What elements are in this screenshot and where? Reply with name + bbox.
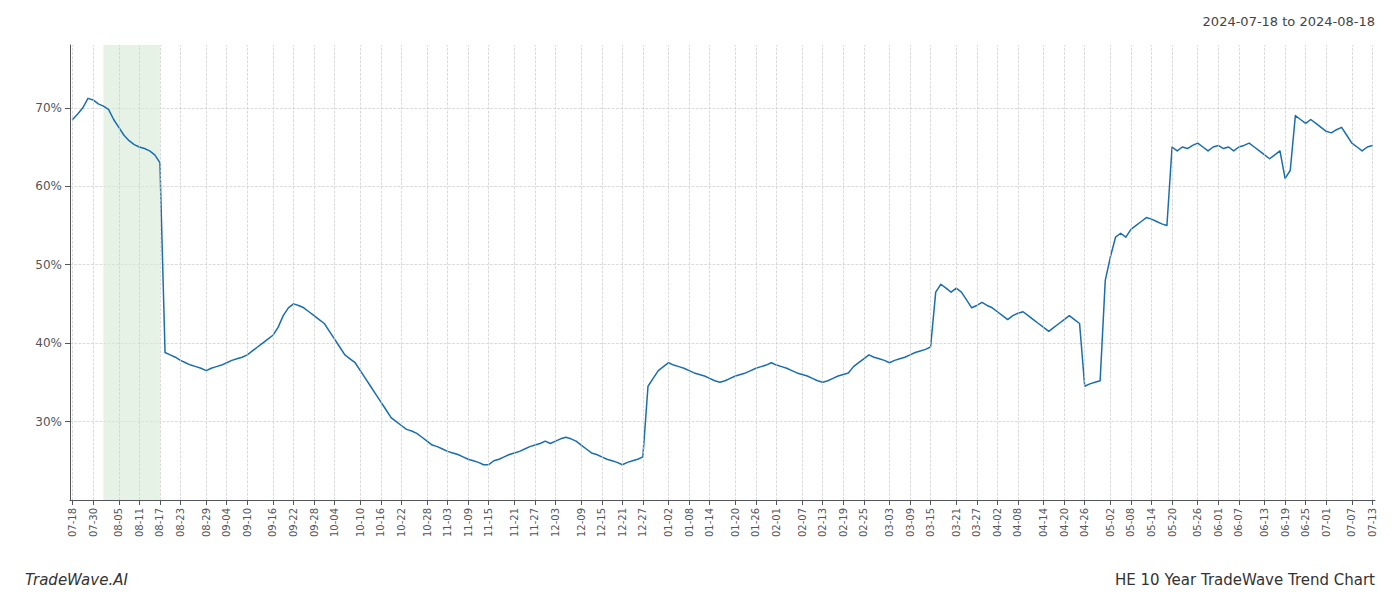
svg-text:10-28: 10-28	[422, 508, 433, 537]
svg-text:08-05: 08-05	[113, 508, 124, 537]
svg-text:03-09: 03-09	[905, 508, 916, 537]
svg-text:05-08: 05-08	[1125, 508, 1136, 537]
svg-text:01-02: 01-02	[663, 508, 674, 537]
svg-text:10-04: 10-04	[329, 508, 340, 537]
svg-text:07-30: 07-30	[88, 508, 99, 537]
svg-text:11-09: 11-09	[463, 508, 474, 537]
svg-text:07-01: 07-01	[1321, 508, 1332, 537]
svg-text:02-07: 02-07	[797, 508, 808, 537]
svg-text:08-23: 08-23	[175, 508, 186, 537]
svg-text:02-25: 02-25	[858, 508, 869, 537]
svg-text:50%: 50%	[35, 258, 62, 272]
svg-text:02-01: 02-01	[771, 508, 782, 537]
svg-text:06-19: 06-19	[1280, 508, 1291, 537]
svg-text:09-04: 09-04	[221, 508, 232, 537]
svg-text:70%: 70%	[35, 101, 62, 115]
svg-text:07-18: 07-18	[67, 508, 78, 537]
svg-text:40%: 40%	[35, 336, 62, 350]
svg-text:04-20: 04-20	[1059, 508, 1070, 537]
svg-text:11-03: 11-03	[442, 508, 453, 537]
svg-text:03-21: 03-21	[951, 508, 962, 537]
svg-text:11-21: 11-21	[509, 508, 520, 537]
svg-text:08-11: 08-11	[134, 508, 145, 537]
svg-text:01-08: 01-08	[684, 508, 695, 537]
svg-text:09-28: 09-28	[309, 508, 320, 537]
svg-text:01-20: 01-20	[730, 508, 741, 537]
svg-text:05-02: 05-02	[1105, 508, 1116, 537]
svg-text:08-17: 08-17	[154, 508, 165, 537]
svg-text:11-27: 11-27	[529, 508, 540, 537]
svg-text:07-13: 07-13	[1367, 508, 1378, 537]
svg-text:04-26: 04-26	[1079, 508, 1090, 537]
svg-text:03-15: 03-15	[925, 508, 936, 537]
svg-text:30%: 30%	[35, 415, 62, 429]
svg-text:10-16: 10-16	[375, 508, 386, 537]
svg-text:05-26: 05-26	[1192, 508, 1203, 537]
svg-text:06-25: 06-25	[1300, 508, 1311, 537]
svg-text:11-15: 11-15	[483, 508, 494, 537]
svg-text:06-07: 06-07	[1233, 508, 1244, 537]
svg-text:12-09: 12-09	[576, 508, 587, 537]
svg-text:HE 10 Year TradeWave Trend Cha: HE 10 Year TradeWave Trend Chart	[1115, 571, 1375, 589]
svg-text:04-02: 04-02	[992, 508, 1003, 537]
svg-text:06-13: 06-13	[1259, 508, 1270, 537]
svg-text:12-15: 12-15	[596, 508, 607, 537]
svg-text:12-27: 12-27	[637, 508, 648, 537]
svg-text:09-22: 09-22	[288, 508, 299, 537]
svg-text:01-26: 01-26	[750, 508, 761, 537]
svg-text:07-07: 07-07	[1346, 508, 1357, 537]
svg-text:05-20: 05-20	[1167, 508, 1178, 537]
svg-text:03-27: 03-27	[971, 508, 982, 537]
svg-text:08-29: 08-29	[201, 508, 212, 537]
svg-text:10-10: 10-10	[355, 508, 366, 537]
svg-text:02-19: 02-19	[838, 508, 849, 537]
svg-text:02-13: 02-13	[817, 508, 828, 537]
svg-text:10-22: 10-22	[396, 508, 407, 537]
svg-text:05-14: 05-14	[1146, 508, 1157, 537]
svg-text:TradeWave.AI: TradeWave.AI	[25, 571, 128, 589]
svg-text:2024-07-18 to 2024-08-18: 2024-07-18 to 2024-08-18	[1203, 14, 1375, 29]
svg-text:09-10: 09-10	[242, 508, 253, 537]
svg-text:09-16: 09-16	[267, 508, 278, 537]
svg-text:03-03: 03-03	[884, 508, 895, 537]
svg-text:12-21: 12-21	[617, 508, 628, 537]
svg-text:12-03: 12-03	[550, 508, 561, 537]
svg-text:06-01: 06-01	[1213, 508, 1224, 537]
svg-text:60%: 60%	[35, 179, 62, 193]
svg-text:01-14: 01-14	[704, 508, 715, 537]
svg-text:04-14: 04-14	[1038, 508, 1049, 537]
svg-text:04-08: 04-08	[1012, 508, 1023, 537]
